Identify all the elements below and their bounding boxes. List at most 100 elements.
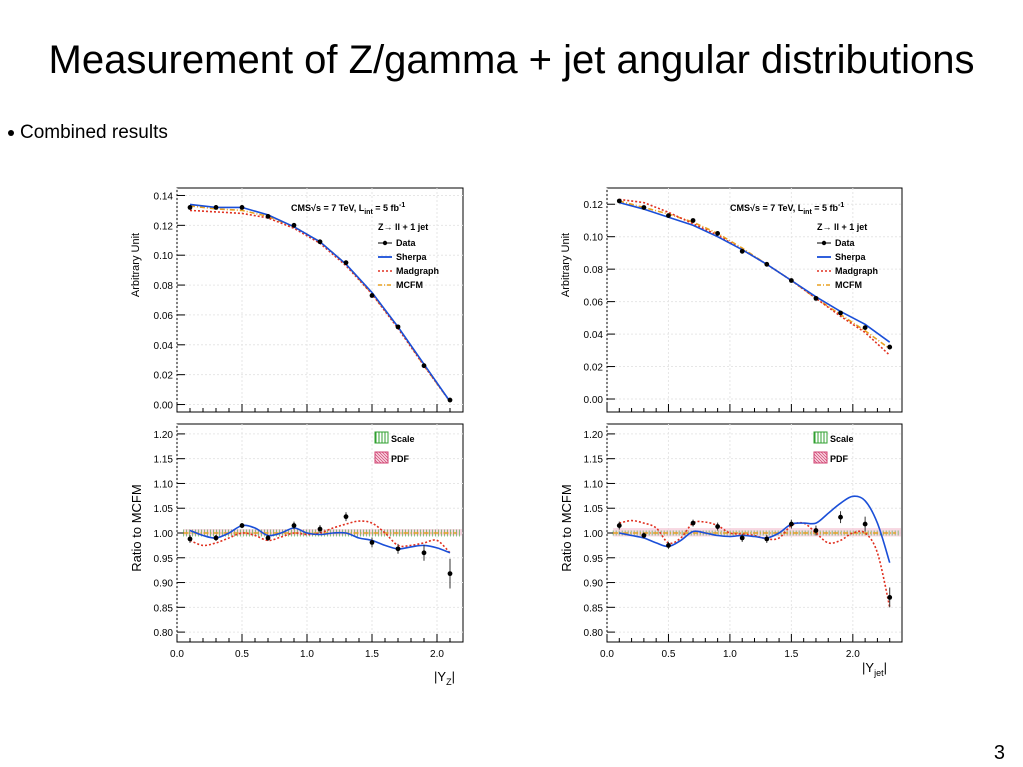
right-bottom-data-point <box>666 542 671 548</box>
left-bottom-data-point <box>291 523 297 528</box>
left-legend-label: Madgraph <box>396 266 439 276</box>
right-bottom-data-point <box>788 521 794 527</box>
left-top-frame <box>176 187 464 413</box>
right-bottom-ytick-label: 0.90 <box>584 579 604 590</box>
right-top-ytick-label: 0.04 <box>584 330 604 341</box>
left-bottom-ytick-label: 0.80 <box>154 628 174 639</box>
left-xlabel: |YZ| <box>434 669 455 687</box>
right-legend-label: Sherpa <box>835 252 867 262</box>
right-bottom-ytick-label: 1.10 <box>584 479 604 490</box>
left-top-ytick-label: 0.14 <box>154 191 174 202</box>
right-bottom-data-point <box>764 536 770 542</box>
left-cms-label: CMS√s = 7 TeV, Lint = 5 fb-1 <box>291 202 405 216</box>
left-legend-pdf-label: PDF <box>391 454 410 464</box>
left-bottom-xtick-label: 2.0 <box>430 649 444 660</box>
left-bottom-data-point <box>395 546 401 552</box>
right-top-data-point <box>715 231 721 236</box>
right-top-data-point <box>788 278 794 283</box>
right-top-data-point <box>813 295 819 301</box>
right-bottom-ytick-label: 0.85 <box>584 603 604 614</box>
left-bottom-xtick-label: 1.5 <box>365 649 379 660</box>
slide-title: Measurement of Z/gamma + jet angular dis… <box>48 38 975 82</box>
left-bottom-data-point <box>343 514 349 520</box>
right-bottom-data-point <box>641 533 647 538</box>
left-legend-pdf-hatch <box>381 451 389 459</box>
right-legend-pdf-hatch <box>813 453 824 464</box>
left-legend-pdf-hatch <box>374 459 379 464</box>
left-xlabel-sub: Z <box>446 677 452 687</box>
left-top-ytick-label: 0.00 <box>154 401 174 412</box>
right-top-data-point <box>641 205 647 210</box>
page-number: 3 <box>993 742 1005 764</box>
right-bottom-xtick-label: 2.0 <box>846 649 860 660</box>
left-bottom-madgraph-line <box>189 520 451 554</box>
right-legend-pdf-hatch <box>813 459 818 464</box>
right-figure: 0.00 0.02 0.04 0.06 0.08 0.10 0.12 Arbitrary Un… <box>559 187 903 678</box>
left-bottom-ylabel: Ratio to MCFM <box>129 484 144 571</box>
right-xlabel-main: |Y <box>862 660 874 675</box>
right-bottom-xtick-label: 0.0 <box>600 649 614 660</box>
bullet-dot-icon <box>8 129 14 136</box>
right-top-ytick-label: 0.00 <box>584 395 604 406</box>
left-bottom-data-point <box>421 550 427 556</box>
right-bottom-data-point <box>715 524 721 529</box>
left-lumi-sup: -1 <box>399 202 405 209</box>
left-bottom-ytick-label: 1.10 <box>154 479 174 490</box>
left-bottom-ytick-label: 0.85 <box>154 603 174 614</box>
right-bottom-data-point <box>887 595 893 600</box>
left-bottom-data-point <box>239 523 245 528</box>
right-bottom-ytick-label: 0.80 <box>584 628 604 639</box>
left-bottom-data-point <box>213 535 219 541</box>
right-bottom-xtick-label: 0.5 <box>662 649 676 660</box>
right-legend-pdf-hatch <box>823 451 828 456</box>
left-legend-pdf-hatch <box>378 451 389 462</box>
left-top-data-point <box>395 324 401 330</box>
left-bottom-ytick-label: 0.90 <box>154 579 174 590</box>
right-bottom-ytick-label: 1.00 <box>584 529 604 540</box>
left-bottom-sherpa-line <box>189 524 451 554</box>
right-top-data-point <box>764 261 770 267</box>
left-top-ytick-label: 0.02 <box>154 371 174 382</box>
left-top-data-point <box>239 205 245 210</box>
left-bottom-xtick-label: 1.0 <box>300 649 314 660</box>
left-bottom-xtick-label: 0.5 <box>235 649 249 660</box>
right-top-ytick-label: 0.10 <box>584 233 604 244</box>
right-top-data-point <box>838 310 843 316</box>
right-top-ytick-label: 0.08 <box>584 265 604 276</box>
right-bottom-data-point <box>838 514 843 520</box>
right-lumi-sup: -1 <box>838 202 844 209</box>
left-lumi-value: = 5 fb <box>373 203 400 213</box>
left-top-data-point <box>421 363 427 369</box>
right-bottom-madgraph-line <box>619 519 891 608</box>
right-legend-label: MCFM <box>835 280 862 290</box>
left-top-data-point <box>213 205 219 210</box>
right-top-ylabel: Arbitrary Unit <box>560 233 572 297</box>
left-top-ytick-label: 0.06 <box>154 311 174 322</box>
right-bottom-ytick-label: 1.05 <box>584 504 604 515</box>
left-legend-label: MCFM <box>396 280 423 290</box>
left-bottom-data-point <box>265 535 271 541</box>
left-legend-pdf-hatch <box>375 451 388 464</box>
right-legend-pdf-hatch <box>817 451 828 462</box>
left-legend-pdf-hatch <box>374 453 385 464</box>
right-bottom-sherpa-line <box>619 495 891 563</box>
left-legend-label: Data <box>396 238 417 248</box>
right-top-ytick-label: 0.02 <box>584 363 604 374</box>
right-bottom-data-point <box>616 523 622 528</box>
left-lumi-sub: int <box>364 209 373 216</box>
left-top-mcfm-line <box>189 205 451 402</box>
bullet-text: Combined results <box>20 122 168 143</box>
left-bottom-data-point <box>447 571 453 577</box>
right-legend-pdf-label: PDF <box>830 454 849 464</box>
left-xlabel-end: | <box>452 669 455 684</box>
left-bottom-ytick-label: 1.20 <box>154 430 174 441</box>
right-xlabel-end: | <box>884 660 887 675</box>
left-bottom-xtick-label: 0.0 <box>170 649 184 660</box>
right-bottom-ytick-label: 1.20 <box>584 430 604 441</box>
left-top-data-point <box>317 239 323 245</box>
left-legend-pdf-hatch <box>384 451 389 456</box>
left-top-ylabel: Arbitrary Unit <box>130 233 142 297</box>
left-top-data-point <box>265 213 271 219</box>
right-top-data-point <box>739 248 745 254</box>
